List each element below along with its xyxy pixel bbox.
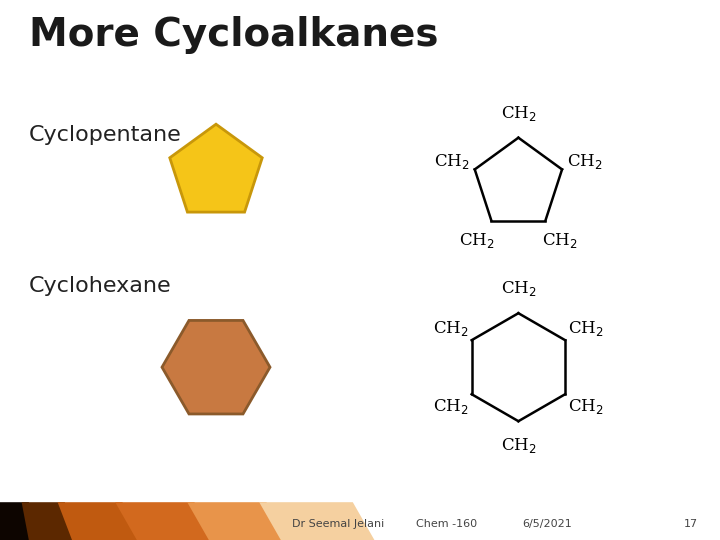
Text: CH$_2$: CH$_2$ (542, 231, 577, 250)
Text: CH$_2$: CH$_2$ (568, 397, 604, 416)
Text: CH$_2$: CH$_2$ (500, 279, 536, 299)
Text: Cyclohexane: Cyclohexane (29, 276, 171, 296)
Text: CH$_2$: CH$_2$ (433, 397, 469, 416)
Text: CH$_2$: CH$_2$ (567, 152, 603, 171)
Text: CH$_2$: CH$_2$ (500, 104, 536, 123)
Text: 17: 17 (684, 519, 698, 529)
Text: CH$_2$: CH$_2$ (434, 152, 469, 171)
Polygon shape (187, 502, 288, 540)
Polygon shape (162, 320, 270, 414)
Text: Dr Seemal Jelani: Dr Seemal Jelani (292, 519, 384, 529)
Polygon shape (22, 502, 79, 540)
Polygon shape (58, 502, 144, 540)
Text: CH$_2$: CH$_2$ (459, 231, 495, 250)
Text: CH$_2$: CH$_2$ (568, 319, 604, 338)
Text: 6/5/2021: 6/5/2021 (522, 519, 572, 529)
Polygon shape (259, 502, 374, 540)
Text: CH$_2$: CH$_2$ (433, 319, 469, 338)
Text: CH$_2$: CH$_2$ (500, 436, 536, 455)
Polygon shape (115, 502, 216, 540)
Polygon shape (170, 124, 262, 212)
Text: More Cycloalkanes: More Cycloalkanes (29, 16, 438, 54)
Text: Chem -160: Chem -160 (416, 519, 477, 529)
Text: Cyclopentane: Cyclopentane (29, 125, 181, 145)
Polygon shape (0, 502, 36, 540)
